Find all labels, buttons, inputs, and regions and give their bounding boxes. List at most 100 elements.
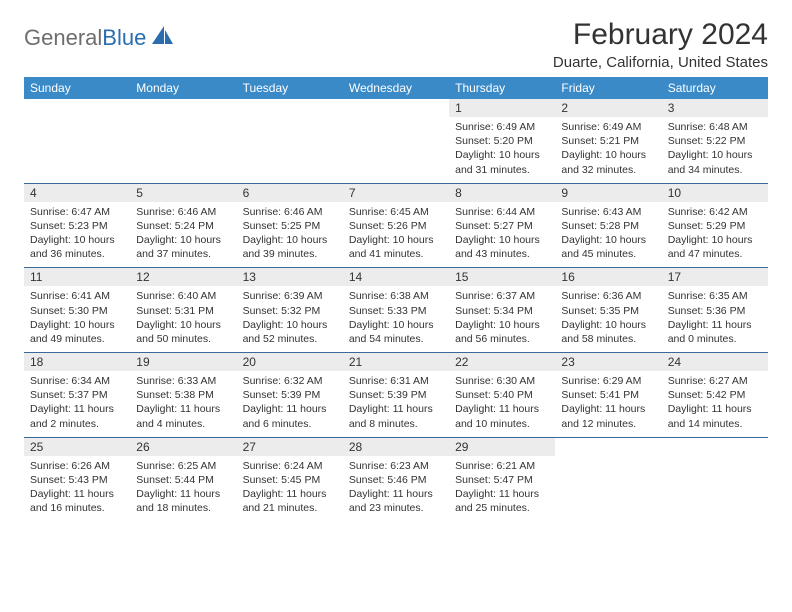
weekday-header-row: Sunday Monday Tuesday Wednesday Thursday…	[24, 77, 768, 99]
day-number-cell: 22	[449, 353, 555, 372]
day-content: Sunrise: 6:27 AMSunset: 5:42 PMDaylight:…	[662, 371, 768, 437]
sunset-text: Sunset: 5:41 PM	[561, 388, 655, 402]
sunset-text: Sunset: 5:20 PM	[455, 134, 549, 148]
sunrise-text: Sunrise: 6:36 AM	[561, 289, 655, 303]
sunset-text: Sunset: 5:30 PM	[30, 304, 124, 318]
day-number-cell: 28	[343, 437, 449, 456]
sunrise-text: Sunrise: 6:31 AM	[349, 374, 443, 388]
day-number: 7	[343, 184, 449, 202]
day-number: 22	[449, 353, 555, 371]
day-content-cell: Sunrise: 6:27 AMSunset: 5:42 PMDaylight:…	[662, 371, 768, 437]
daylight-text: Daylight: 11 hours and 4 minutes.	[136, 402, 230, 430]
day-number-cell	[555, 437, 661, 456]
daylight-text: Daylight: 11 hours and 6 minutes.	[243, 402, 337, 430]
sunrise-text: Sunrise: 6:39 AM	[243, 289, 337, 303]
sunrise-text: Sunrise: 6:24 AM	[243, 459, 337, 473]
day-content-cell: Sunrise: 6:43 AMSunset: 5:28 PMDaylight:…	[555, 202, 661, 268]
day-number-cell: 9	[555, 183, 661, 202]
day-number: 17	[662, 268, 768, 286]
day-number-cell: 14	[343, 268, 449, 287]
day-content: Sunrise: 6:40 AMSunset: 5:31 PMDaylight:…	[130, 286, 236, 352]
sunrise-text: Sunrise: 6:30 AM	[455, 374, 549, 388]
week-daynum-row: 11121314151617	[24, 268, 768, 287]
day-number-cell	[24, 99, 130, 117]
day-content-cell	[343, 117, 449, 183]
day-content-cell: Sunrise: 6:45 AMSunset: 5:26 PMDaylight:…	[343, 202, 449, 268]
calendar-table: Sunday Monday Tuesday Wednesday Thursday…	[24, 77, 768, 521]
sunrise-text: Sunrise: 6:32 AM	[243, 374, 337, 388]
day-content: Sunrise: 6:25 AMSunset: 5:44 PMDaylight:…	[130, 456, 236, 522]
day-number-cell: 29	[449, 437, 555, 456]
sunset-text: Sunset: 5:33 PM	[349, 304, 443, 318]
day-number-cell: 17	[662, 268, 768, 287]
day-content: Sunrise: 6:29 AMSunset: 5:41 PMDaylight:…	[555, 371, 661, 437]
daylight-text: Daylight: 11 hours and 18 minutes.	[136, 487, 230, 515]
day-number-cell: 15	[449, 268, 555, 287]
daylight-text: Daylight: 10 hours and 43 minutes.	[455, 233, 549, 261]
day-number-cell: 7	[343, 183, 449, 202]
day-content: Sunrise: 6:45 AMSunset: 5:26 PMDaylight:…	[343, 202, 449, 268]
sunset-text: Sunset: 5:40 PM	[455, 388, 549, 402]
sunrise-text: Sunrise: 6:35 AM	[668, 289, 762, 303]
day-content: Sunrise: 6:39 AMSunset: 5:32 PMDaylight:…	[237, 286, 343, 352]
daylight-text: Daylight: 10 hours and 41 minutes.	[349, 233, 443, 261]
day-number-cell: 16	[555, 268, 661, 287]
day-number: 11	[24, 268, 130, 286]
day-number-cell: 5	[130, 183, 236, 202]
daylight-text: Daylight: 11 hours and 2 minutes.	[30, 402, 124, 430]
logo-word-2: Blue	[102, 25, 146, 50]
sunrise-text: Sunrise: 6:45 AM	[349, 205, 443, 219]
day-content: Sunrise: 6:26 AMSunset: 5:43 PMDaylight:…	[24, 456, 130, 522]
day-content: Sunrise: 6:30 AMSunset: 5:40 PMDaylight:…	[449, 371, 555, 437]
sunset-text: Sunset: 5:47 PM	[455, 473, 549, 487]
day-content-cell: Sunrise: 6:25 AMSunset: 5:44 PMDaylight:…	[130, 456, 236, 522]
day-number: 3	[662, 99, 768, 117]
sunset-text: Sunset: 5:45 PM	[243, 473, 337, 487]
sunrise-text: Sunrise: 6:48 AM	[668, 120, 762, 134]
sunrise-text: Sunrise: 6:33 AM	[136, 374, 230, 388]
day-number-cell: 10	[662, 183, 768, 202]
day-number-cell: 21	[343, 353, 449, 372]
day-content: Sunrise: 6:37 AMSunset: 5:34 PMDaylight:…	[449, 286, 555, 352]
daylight-text: Daylight: 10 hours and 56 minutes.	[455, 318, 549, 346]
day-content-cell: Sunrise: 6:47 AMSunset: 5:23 PMDaylight:…	[24, 202, 130, 268]
day-content: Sunrise: 6:47 AMSunset: 5:23 PMDaylight:…	[24, 202, 130, 268]
sunset-text: Sunset: 5:32 PM	[243, 304, 337, 318]
location-subtitle: Duarte, California, United States	[553, 54, 768, 71]
day-number-cell: 3	[662, 99, 768, 117]
sunset-text: Sunset: 5:25 PM	[243, 219, 337, 233]
daylight-text: Daylight: 10 hours and 58 minutes.	[561, 318, 655, 346]
day-number	[24, 99, 130, 117]
day-number: 21	[343, 353, 449, 371]
sunset-text: Sunset: 5:36 PM	[668, 304, 762, 318]
day-number-cell: 6	[237, 183, 343, 202]
title-block: February 2024 Duarte, California, United…	[553, 18, 768, 71]
sail-icon	[150, 24, 174, 51]
day-number: 26	[130, 438, 236, 456]
day-number-cell: 11	[24, 268, 130, 287]
header: GeneralBlue February 2024 Duarte, Califo…	[24, 18, 768, 71]
sunrise-text: Sunrise: 6:44 AM	[455, 205, 549, 219]
weekday-header: Wednesday	[343, 77, 449, 99]
sunset-text: Sunset: 5:37 PM	[30, 388, 124, 402]
sunset-text: Sunset: 5:46 PM	[349, 473, 443, 487]
day-content-cell: Sunrise: 6:35 AMSunset: 5:36 PMDaylight:…	[662, 286, 768, 352]
day-number: 9	[555, 184, 661, 202]
sunset-text: Sunset: 5:24 PM	[136, 219, 230, 233]
day-content: Sunrise: 6:34 AMSunset: 5:37 PMDaylight:…	[24, 371, 130, 437]
sunset-text: Sunset: 5:31 PM	[136, 304, 230, 318]
day-number-cell: 20	[237, 353, 343, 372]
day-number: 24	[662, 353, 768, 371]
day-content: Sunrise: 6:33 AMSunset: 5:38 PMDaylight:…	[130, 371, 236, 437]
day-content-cell: Sunrise: 6:37 AMSunset: 5:34 PMDaylight:…	[449, 286, 555, 352]
sunset-text: Sunset: 5:22 PM	[668, 134, 762, 148]
day-number: 27	[237, 438, 343, 456]
day-content	[24, 117, 130, 126]
daylight-text: Daylight: 11 hours and 0 minutes.	[668, 318, 762, 346]
sunrise-text: Sunrise: 6:38 AM	[349, 289, 443, 303]
day-number: 19	[130, 353, 236, 371]
sunset-text: Sunset: 5:28 PM	[561, 219, 655, 233]
day-content: Sunrise: 6:49 AMSunset: 5:21 PMDaylight:…	[555, 117, 661, 183]
logo-text: GeneralBlue	[24, 25, 146, 51]
daylight-text: Daylight: 10 hours and 34 minutes.	[668, 148, 762, 176]
